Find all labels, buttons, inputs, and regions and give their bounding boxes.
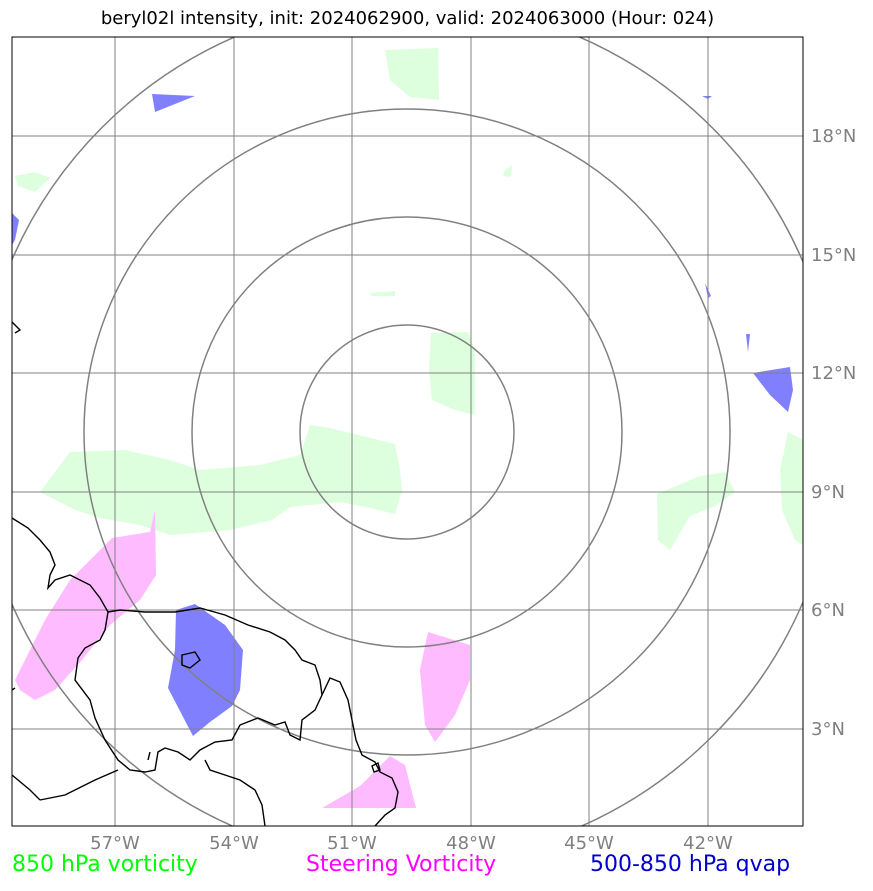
steering-vorticity-regions — [15, 510, 470, 808]
legend-850-vorticity: 850 hPa vorticity — [12, 852, 198, 877]
lon-label-42w: 42°W — [683, 833, 733, 854]
latitude-labels: 18°N 15°N 12°N 9°N 6°N 3°N — [811, 126, 856, 740]
longitude-labels: 57°W 54°W 51°W 48°W 45°W 42°W — [90, 833, 733, 854]
lon-label-57w: 57°W — [90, 833, 140, 854]
lon-label-45w: 45°W — [564, 833, 614, 854]
qvap-regions — [12, 94, 793, 736]
lat-label-15n: 15°N — [811, 245, 856, 266]
legend-steering-vorticity: Steering Vorticity — [306, 852, 497, 877]
map-frame — [11, 36, 804, 827]
coastlines — [12, 321, 399, 826]
lat-label-18n: 18°N — [811, 126, 856, 147]
lon-label-54w: 54°W — [209, 833, 259, 854]
lat-label-12n: 12°N — [811, 363, 856, 384]
lat-label-3n: 3°N — [811, 719, 845, 740]
lat-label-6n: 6°N — [811, 600, 845, 621]
lat-label-9n: 9°N — [811, 482, 845, 503]
lon-label-51w: 51°W — [327, 833, 377, 854]
lon-label-48w: 48°W — [446, 833, 496, 854]
range-rings — [12, 37, 803, 826]
map-title: beryl02l intensity, init: 2024062900, va… — [100, 8, 715, 29]
graticule — [12, 37, 803, 826]
legend-qvap: 500-850 hPa qvap — [590, 852, 791, 877]
vorticity-850-regions — [15, 48, 803, 550]
